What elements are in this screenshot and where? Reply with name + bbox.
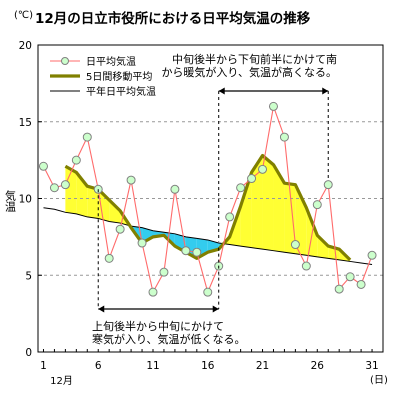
annotation-bottom-arrowhead-left	[98, 305, 105, 313]
fill-band-20	[262, 155, 274, 251]
daily-point-30	[356, 279, 366, 289]
daily-point-2	[49, 183, 59, 193]
daily-point-14	[181, 246, 191, 256]
legend-label-2: 平年日平均気温	[86, 85, 156, 98]
daily-point-23	[279, 132, 289, 142]
annotation-top-arrowhead-left	[218, 87, 225, 95]
daily-point-25	[301, 261, 311, 271]
daily-point-4	[71, 155, 81, 165]
daily-point-12	[159, 267, 169, 277]
daily-point-15	[192, 247, 202, 257]
x-tick-label-1: 1	[40, 360, 47, 372]
fill-band-18	[240, 172, 252, 248]
y-tick-label-10: 10	[19, 194, 32, 206]
daily-point-31	[367, 250, 377, 260]
annotation-bottom-line-1: 寒気が入り、気温が低くなる。	[92, 332, 246, 346]
daily-point-7	[104, 253, 114, 263]
y-tick-label-0: 0	[25, 347, 32, 359]
fill-band-21	[273, 164, 285, 253]
fill-band-3	[98, 189, 110, 222]
annotation-top-line-1: から暖気が入り、気温が高くなる。	[161, 65, 337, 79]
annotation-bottom-arrowhead-right	[212, 305, 219, 313]
daily-point-9	[126, 175, 136, 185]
series-layer	[38, 101, 377, 297]
daily-point-1	[38, 161, 48, 171]
annotation-top-line-0: 中旬後半から下旬前半にかけて南	[172, 52, 337, 66]
daily-point-28	[334, 284, 344, 294]
x-tick-label-6: 6	[95, 360, 102, 372]
y-tick-label-15: 15	[19, 117, 32, 129]
x-tick-label-31: 31	[365, 360, 378, 372]
fill-band-8	[142, 227, 153, 244]
annotation-bottom-line-0: 上旬後半から中旬にかけて	[92, 319, 224, 333]
y-axis-label: 気温	[4, 189, 17, 212]
daily-point-22	[268, 101, 278, 111]
fill-band-4	[109, 200, 121, 224]
daily-point-8	[115, 224, 125, 234]
x-tick-label-11: 11	[146, 360, 159, 372]
daily-point-29	[345, 272, 355, 282]
daily-point-10	[137, 238, 147, 248]
y-tick-label-20: 20	[19, 40, 32, 52]
daily-point-26	[312, 200, 322, 210]
normal-temperature-line	[43, 207, 373, 266]
x-tick-label-16: 16	[201, 360, 215, 372]
chart-title: 12月の日立市役所における日平均気温の推移	[35, 10, 311, 27]
daily-point-19	[236, 183, 246, 193]
x-tick-label-21: 21	[256, 360, 269, 372]
legend-marker-actual	[61, 57, 69, 65]
daily-point-18	[225, 212, 235, 222]
daily-point-11	[148, 287, 158, 297]
x-month-label: 12月	[50, 375, 73, 387]
moving-average-line	[64, 153, 352, 262]
daily-point-13	[170, 184, 180, 194]
daily-point-24	[290, 240, 300, 250]
x-tick-label-26: 26	[311, 360, 325, 372]
legend-label-1: 5日間移動平均	[86, 70, 152, 83]
daily-point-21	[258, 164, 268, 174]
fill-band-22	[284, 183, 296, 254]
daily-point-5	[82, 132, 92, 142]
daily-point-27	[323, 180, 333, 190]
fill-band-25	[317, 235, 329, 259]
daily-point-3	[60, 180, 70, 190]
x-unit-label: (日)	[370, 375, 388, 386]
annotation-top-arrowhead-right	[322, 87, 329, 95]
legend-label-0: 日平均気温	[86, 55, 136, 68]
fill-band-2	[87, 186, 99, 219]
annotations: 中旬後半から下旬前半にかけて南から暖気が入り、気温が高くなる。上旬後半から中旬に…	[92, 52, 337, 346]
daily-point-16	[203, 287, 213, 297]
axes	[37, 44, 384, 353]
daily-point-20	[247, 174, 257, 184]
y-unit-label: (℃)	[14, 10, 33, 21]
y-tick-label-5: 5	[25, 270, 32, 282]
